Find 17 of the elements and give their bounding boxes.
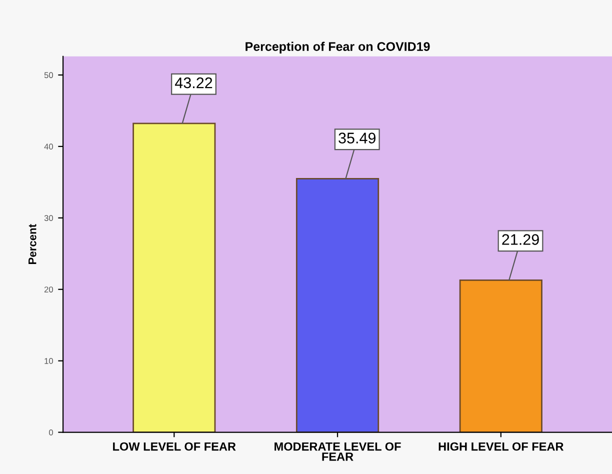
x-tick-label: MODERATE LEVEL OF FEAR <box>274 442 401 461</box>
y-tick-label: 40 <box>44 144 53 150</box>
x-tick-label: LOW LEVEL OF FEAR <box>113 442 236 451</box>
y-tick-label: 10 <box>44 358 53 364</box>
bar <box>296 178 380 432</box>
x-tick-label: HIGH LEVEL OF FEAR <box>438 442 564 451</box>
y-tick-label: 50 <box>44 72 53 78</box>
data-label: 21.29 <box>502 234 539 245</box>
chart-title: Perception of Fear on COVID19 <box>246 42 430 54</box>
y-tick-label: 30 <box>44 215 53 222</box>
data-label: 35.49 <box>338 132 376 144</box>
y-tick-label: 0 <box>49 429 53 436</box>
bar <box>459 279 542 432</box>
bar <box>132 122 216 432</box>
y-axis-title: Percent <box>28 224 36 264</box>
data-label: 43.22 <box>174 77 212 88</box>
y-tick-label: 20 <box>44 286 53 292</box>
